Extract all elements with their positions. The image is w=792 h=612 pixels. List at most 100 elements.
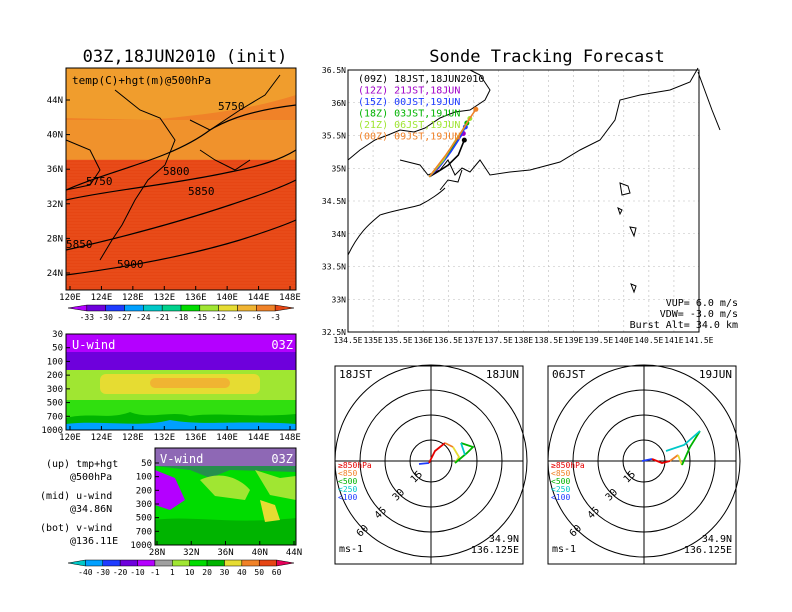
x-tick-label: 40N — [252, 548, 268, 558]
lon-tick-label: 134.5E — [334, 336, 363, 345]
lon-tick-label: 140.5E — [634, 336, 663, 345]
y-tick-label: 300 — [47, 385, 63, 395]
x-tick-label: 128E — [122, 293, 144, 303]
lat-tick-label: 36.5N — [322, 66, 346, 75]
lon-tick-label: 136.5E — [434, 336, 463, 345]
y-tick-label: 24N — [47, 269, 63, 279]
hodo-trace — [428, 442, 446, 464]
hodo-date-label: 18JUN — [486, 368, 519, 381]
x-tick-label: 136E — [185, 293, 207, 303]
y-tick-label: 200 — [136, 486, 152, 496]
uwind-time: 03Z — [271, 338, 293, 352]
temp-panel: temp(C)+hgt(m)@500hPa 5750 5750 5800 585… — [47, 67, 301, 322]
colorbar-label: -10 — [130, 568, 145, 577]
colorbar-swatch — [218, 304, 238, 312]
lon-tick-label: 141.5E — [685, 336, 714, 345]
colorbar-swatch — [85, 559, 104, 567]
lon-tick-label: 137E — [464, 336, 483, 345]
hodograph-06jst: 06JST 19JUN15304560≥850hPa<850<500<250<10… — [547, 364, 741, 565]
hodo-trace — [677, 454, 683, 466]
colorbar-label: -30 — [98, 313, 113, 322]
lat-tick-label: 35N — [332, 164, 347, 173]
y-tick-label: 200 — [47, 371, 63, 381]
colorbar-label: -24 — [136, 313, 151, 322]
hodo-date-label: 19JUN — [699, 368, 732, 381]
hodo-trace — [681, 430, 701, 466]
param-burst: Burst Alt= 34.0 km — [630, 320, 738, 331]
hodo-trace — [460, 442, 466, 456]
colorbar-swatch — [154, 559, 173, 567]
y-tick-label: 700 — [47, 412, 63, 422]
x-tick-label: 148E — [279, 433, 301, 443]
lat-tick-label: 32.5N — [322, 328, 346, 337]
lon-tick-label: 138E — [514, 336, 533, 345]
colorbar-label: -21 — [155, 313, 170, 322]
colorbar-swatch — [119, 559, 138, 567]
colorbar-swatch — [124, 304, 144, 312]
hodograph-frame — [334, 365, 524, 565]
contour-label: 5850 — [66, 238, 93, 251]
track-line — [428, 108, 477, 178]
colorbar-swatch — [276, 559, 295, 567]
lat-tick-label: 35.5N — [322, 132, 346, 141]
colorbar-swatch — [172, 559, 190, 567]
colorbar-swatch — [206, 559, 225, 567]
track-map: 36.5N 36N 35.5N 35N 34.5N 34N 33.5N 33N 32.5N134… — [322, 66, 738, 345]
legend-entry: (21Z) 06JST,19JUN — [358, 120, 460, 131]
legend-entry: (00Z) 09JST,19JUN — [358, 132, 460, 143]
y-tick-label: 50 — [141, 459, 152, 469]
y-tick-label: 28N — [47, 234, 63, 244]
lat-tick-label: 34N — [332, 230, 347, 239]
x-tick-label: 144E — [248, 433, 270, 443]
param-vdw: VDW= -3.0 m/s — [660, 309, 738, 320]
colorbar-label: -33 — [80, 313, 95, 322]
x-tick-label: 28N — [149, 548, 165, 558]
hodo-legend-entry: <250 — [338, 485, 357, 494]
y-tick-label: 30 — [52, 330, 63, 340]
track-line — [428, 139, 466, 178]
legend-entry: (15Z) 00JST,19JUN — [358, 97, 460, 108]
legend-entry: (12Z) 21JST,18JUN — [358, 86, 460, 97]
lon-tick-label: 138.5E — [534, 336, 563, 345]
hodo-trace — [669, 454, 679, 462]
left-title: 03Z,18JUN2010 (init) — [83, 47, 288, 67]
x-tick-label: 140E — [216, 433, 238, 443]
x-tick-label: 136E — [185, 433, 207, 443]
y-tick-label: 50 — [52, 344, 63, 354]
colorbar-swatch — [86, 304, 106, 312]
contour-label: 5800 — [163, 165, 190, 178]
colorbar-swatch — [189, 559, 208, 567]
hodo-trace — [444, 442, 454, 448]
note-line: @34.86N — [70, 504, 112, 515]
y-tick-label: 1000 — [41, 426, 63, 436]
vwind-panel: V-wind 03Z 50 100 200 300 500 700 1000 28N 32N 3… — [67, 447, 302, 577]
legend-notes: (up) tmp+hgt @500hPa (mid) u-wind @34.86… — [40, 459, 118, 547]
contour-label: 5900 — [117, 258, 144, 271]
colorbar-label: -1 — [150, 568, 160, 577]
note-line: (mid) u-wind — [40, 491, 112, 502]
contour-label: 5850 — [188, 185, 215, 198]
colorbar-label: -30 — [96, 568, 111, 577]
colorbar-label: 20 — [202, 568, 212, 577]
colorbar-label: -18 — [174, 313, 189, 322]
hodo-lon: 136.125E — [471, 545, 519, 556]
contour-label: 5750 — [218, 100, 245, 113]
lat-tick-label: 34.5N — [322, 197, 346, 206]
colorbar-label: 60 — [272, 568, 282, 577]
colorbar-swatch — [102, 559, 121, 567]
colorbar-swatch — [224, 559, 243, 567]
colorbar-label: -9 — [233, 313, 243, 322]
temp-panel-label: temp(C)+hgt(m)@500hPa — [72, 74, 211, 87]
x-tick-label: 124E — [91, 433, 113, 443]
x-tick-label: 140E — [216, 293, 238, 303]
hodo-unit: ms-1 — [339, 544, 363, 555]
lat-tick-label: 36N — [332, 99, 347, 108]
lon-tick-label: 140E — [614, 336, 633, 345]
colorbar-label: 40 — [237, 568, 247, 577]
legend-entry: (09Z) 18JST,18JUN2010 — [358, 74, 484, 85]
y-tick-label: 100 — [47, 357, 63, 367]
x-tick-label: 120E — [59, 433, 81, 443]
colorbar-swatch — [67, 559, 86, 567]
x-tick-label: 144E — [248, 293, 270, 303]
